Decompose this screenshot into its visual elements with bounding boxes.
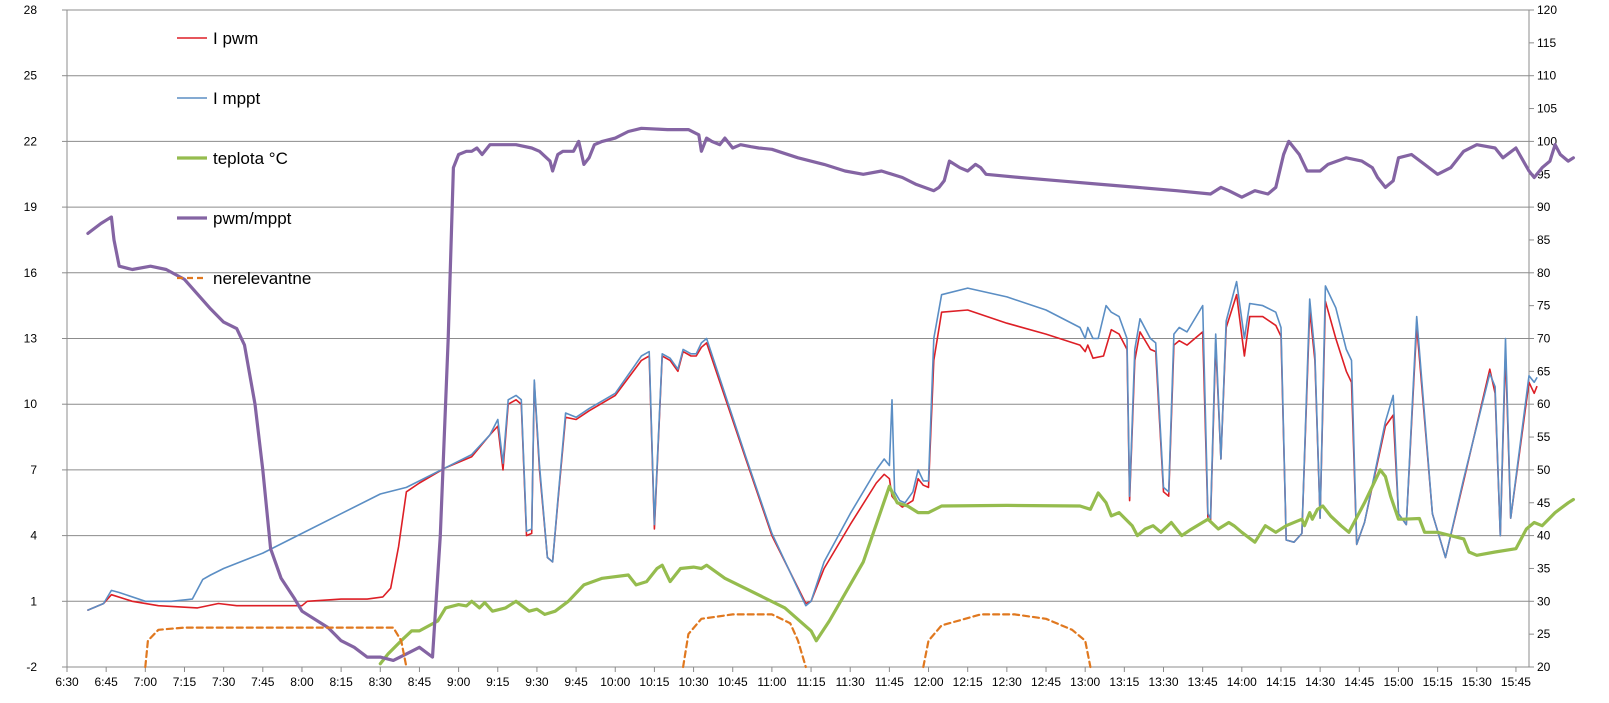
left-axis-ticks: -2 1 4 7 10 13 16 19 22 25 28 — [24, 3, 67, 674]
series-line-nerelevantne — [144, 626, 408, 669]
x-tick-label: 8:00 — [290, 675, 314, 689]
x-tick-label: 9:00 — [447, 675, 471, 689]
x-tick-label: 7:00 — [134, 675, 158, 689]
right-tick-label: 90 — [1537, 200, 1551, 214]
x-tick-label: 6:45 — [94, 675, 118, 689]
left-tick-label: 22 — [24, 134, 38, 148]
right-tick-label: 35 — [1537, 561, 1551, 575]
left-tick-label: 28 — [24, 3, 38, 17]
left-tick-label: 13 — [24, 332, 38, 346]
x-tick-label: 8:30 — [369, 675, 393, 689]
series-lines — [86, 126, 1575, 669]
x-tick-label: 12:00 — [914, 675, 944, 689]
right-tick-label: 65 — [1537, 364, 1551, 378]
x-tick-label: 12:30 — [992, 675, 1022, 689]
right-tick-label: 110 — [1537, 69, 1556, 83]
left-tick-label: 4 — [30, 529, 37, 543]
gridlines — [67, 9, 1529, 668]
right-tick-label: 80 — [1537, 266, 1551, 280]
legend-label: pwm/mppt — [213, 209, 292, 228]
right-tick-label: 40 — [1537, 529, 1551, 543]
left-tick-label: 16 — [24, 266, 38, 280]
right-tick-label: 55 — [1537, 430, 1551, 444]
right-tick-label: 60 — [1537, 397, 1551, 411]
right-tick-label: 75 — [1537, 299, 1551, 313]
right-tick-label: 45 — [1537, 496, 1551, 510]
x-tick-label: 6:30 — [55, 675, 79, 689]
series-line-pwm-mppt — [86, 126, 1575, 662]
left-tick-label: -2 — [26, 660, 37, 674]
x-tick-label: 7:45 — [251, 675, 275, 689]
left-tick-label: 7 — [30, 463, 37, 477]
x-tick-label: 8:15 — [329, 675, 353, 689]
series-line-teplota-c — [378, 468, 1575, 666]
left-tick-label: 10 — [24, 397, 38, 411]
x-tick-label: 14:15 — [1266, 675, 1296, 689]
x-tick-label: 14:30 — [1305, 675, 1335, 689]
x-tick-label: 10:45 — [718, 675, 748, 689]
series-line-i-mppt — [87, 280, 1538, 611]
right-tick-label: 70 — [1537, 332, 1551, 346]
legend: I pwm I mppt teplota °C pwm/mppt nerelevantn… — [177, 29, 311, 288]
right-tick-label: 100 — [1537, 134, 1557, 148]
x-tick-label: 11:30 — [836, 675, 865, 689]
x-tick-label: 7:30 — [212, 675, 236, 689]
left-tick-label: 19 — [24, 200, 38, 214]
x-tick-label: 13:00 — [1070, 675, 1100, 689]
legend-label: I mppt — [213, 89, 261, 108]
x-tick-label: 7:15 — [173, 675, 197, 689]
right-tick-label: 105 — [1537, 102, 1557, 116]
right-tick-label: 25 — [1537, 627, 1551, 641]
x-tick-label: 14:45 — [1344, 675, 1374, 689]
series-line-i-pwm — [87, 293, 1538, 611]
x-tick-label: 15:00 — [1383, 675, 1413, 689]
x-tick-label: 10:15 — [639, 675, 669, 689]
x-tick-label: 14:00 — [1227, 675, 1257, 689]
x-tick-label: 9:30 — [525, 675, 549, 689]
x-tick-label: 9:45 — [564, 675, 588, 689]
x-tick-label: 11:45 — [875, 675, 904, 689]
x-tick-label: 13:15 — [1109, 675, 1139, 689]
x-tick-label: 10:30 — [679, 675, 709, 689]
x-tick-label: 10:00 — [600, 675, 630, 689]
x-tick-label: 8:45 — [408, 675, 432, 689]
right-tick-label: 120 — [1537, 3, 1557, 17]
x-tick-label: 13:45 — [1188, 675, 1218, 689]
x-tick-label: 15:45 — [1501, 675, 1531, 689]
x-axis-ticks: 6:30 6:45 7:00 7:15 7:30 7:45 8:00 8:15 8:30 8:45… — [55, 667, 1531, 689]
series-line-nerelevantne — [922, 613, 1092, 669]
legend-label: teplota °C — [213, 149, 288, 168]
right-tick-label: 115 — [1537, 36, 1556, 50]
x-tick-label: 15:15 — [1423, 675, 1453, 689]
series-line-nerelevantne — [682, 613, 807, 669]
x-tick-label: 11:15 — [796, 675, 825, 689]
x-tick-label: 12:45 — [1031, 675, 1061, 689]
left-tick-label: 25 — [24, 69, 38, 83]
legend-label: I pwm — [213, 29, 258, 48]
right-axis-ticks: 2025303540455055606570758085909510010511… — [1529, 3, 1557, 674]
x-tick-label: 11:00 — [757, 675, 786, 689]
x-tick-label: 13:30 — [1148, 675, 1178, 689]
right-tick-label: 50 — [1537, 463, 1551, 477]
right-tick-label: 20 — [1537, 660, 1551, 674]
legend-label: nerelevantne — [213, 269, 311, 288]
left-tick-label: 1 — [30, 594, 37, 608]
right-tick-label: 85 — [1537, 233, 1551, 247]
x-tick-label: 12:15 — [953, 675, 983, 689]
right-tick-label: 30 — [1537, 594, 1551, 608]
x-tick-label: 15:30 — [1462, 675, 1492, 689]
x-tick-label: 9:15 — [486, 675, 510, 689]
